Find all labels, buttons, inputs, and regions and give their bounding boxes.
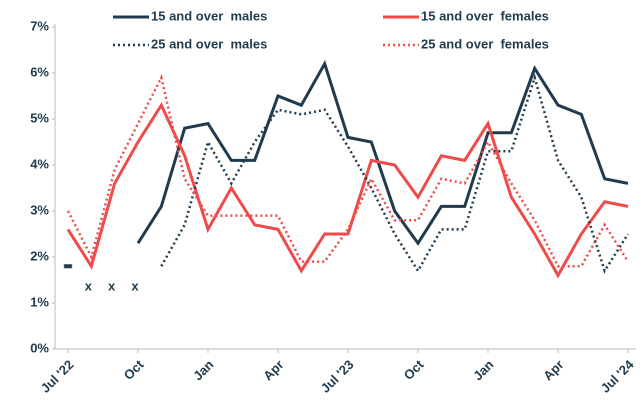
annotation: x [108,278,116,293]
series-line [160,73,630,274]
y-tick-label: 0% [30,340,49,355]
x-tick-label: Jul '23 [318,357,357,396]
x-tick-label: Oct [401,356,427,382]
y-tick-label: 5% [30,110,49,125]
x-tick-label: Oct [121,356,147,382]
series-line [136,60,629,246]
series-line [66,73,630,268]
series-line [66,102,629,279]
legend-label: 25 and over females [421,36,549,51]
x-tick-label: Jul '24 [598,356,637,395]
point-marker [63,263,73,269]
x-tick-label: Apr [540,357,566,383]
y-tick-label: 7% [30,18,49,33]
annotation: x [85,278,93,293]
x-tick-label: Jan [470,357,496,383]
y-tick-label: 6% [30,64,49,79]
y-tick-label: 2% [30,248,49,263]
legend-label: 15 and over females [421,8,549,23]
y-tick-label: 3% [30,202,49,217]
legend-label: 15 and over males [151,8,267,23]
y-tick-label: 1% [30,294,49,309]
y-tick-label: 4% [30,156,49,171]
x-tick-label: Jan [190,357,216,383]
x-tick-label: Apr [260,357,286,383]
annotation: x [131,278,139,293]
legend-label: 25 and over males [151,36,267,51]
x-tick-label: Jul '22 [38,357,77,396]
